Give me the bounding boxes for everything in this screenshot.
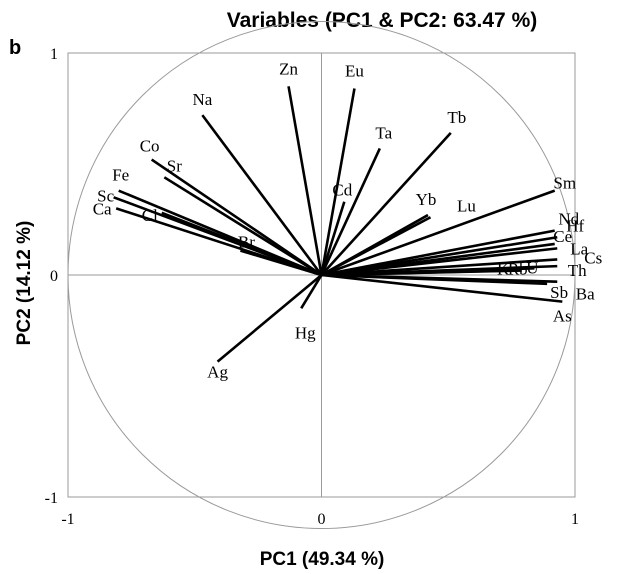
x-tick-label: 0 [318, 511, 326, 528]
axis-ticks: -1 0 1 1 0 -1 [45, 46, 579, 528]
label-rb: Rb [508, 260, 528, 279]
vector-sm [321, 189, 556, 277]
vector-na [201, 114, 323, 276]
label-tb: Tb [447, 108, 466, 127]
label-hf: Hf [566, 216, 584, 235]
vector-ta [320, 147, 381, 276]
label-ca: Ca [93, 199, 112, 218]
vector-hg [300, 274, 323, 309]
x-tick-label: -1 [61, 511, 74, 528]
y-tick-label: -1 [45, 490, 58, 507]
label-eu: Eu [345, 62, 364, 81]
label-cl: Cl [142, 206, 158, 225]
vector-as [321, 273, 563, 303]
label-nd: Nd [558, 210, 579, 229]
vector-eu [320, 88, 356, 276]
label-ag: Ag [207, 363, 228, 382]
label-ce: Ce [553, 227, 572, 246]
label-hg: Hg [295, 323, 316, 342]
vector-ag [216, 274, 323, 363]
label-cd: Cd [332, 181, 352, 200]
vector-la [321, 247, 558, 277]
label-ta: Ta [375, 123, 392, 142]
label-zn: Zn [279, 59, 298, 78]
label-cs: Cs [584, 248, 602, 267]
label-yb: Yb [416, 190, 437, 209]
vector-sr [163, 176, 323, 277]
label-sc: Sc [97, 186, 114, 205]
label-la: La [570, 239, 588, 258]
y-axis-label: PC2 (14.12 %) [14, 221, 35, 346]
label-lu: Lu [457, 196, 476, 215]
vector-zn [287, 86, 323, 276]
variable-vectors [113, 86, 563, 363]
x-tick-label: 1 [571, 511, 579, 528]
label-co: Co [140, 137, 160, 156]
x-axis-label: PC1 (49.34 %) [260, 549, 385, 570]
vector-cl [161, 211, 322, 277]
vector-k [321, 269, 510, 277]
label-fe: Fe [112, 166, 129, 185]
label-u: U [526, 258, 538, 277]
vector-tb [320, 132, 452, 276]
y-tick-label: 1 [50, 46, 58, 63]
label-th: Th [568, 261, 587, 280]
chart-title: Variables (PC1 & PC2: 63.47 %) [227, 9, 537, 32]
vector-sb [321, 273, 548, 286]
vector-br [240, 249, 322, 277]
vector-co [150, 158, 323, 277]
vector-lu [320, 216, 432, 277]
label-br: Br [238, 233, 255, 252]
y-tick-label: 0 [50, 268, 58, 285]
label-as: As [553, 307, 572, 326]
panel-letter: b [9, 37, 21, 59]
vector-cd [320, 201, 346, 276]
label-sb: Sb [550, 283, 568, 302]
label-na: Na [192, 90, 212, 109]
label-k: K [497, 260, 510, 279]
label-ba: Ba [576, 285, 595, 304]
label-sr: Sr [167, 156, 182, 175]
label-sm: Sm [553, 174, 576, 193]
